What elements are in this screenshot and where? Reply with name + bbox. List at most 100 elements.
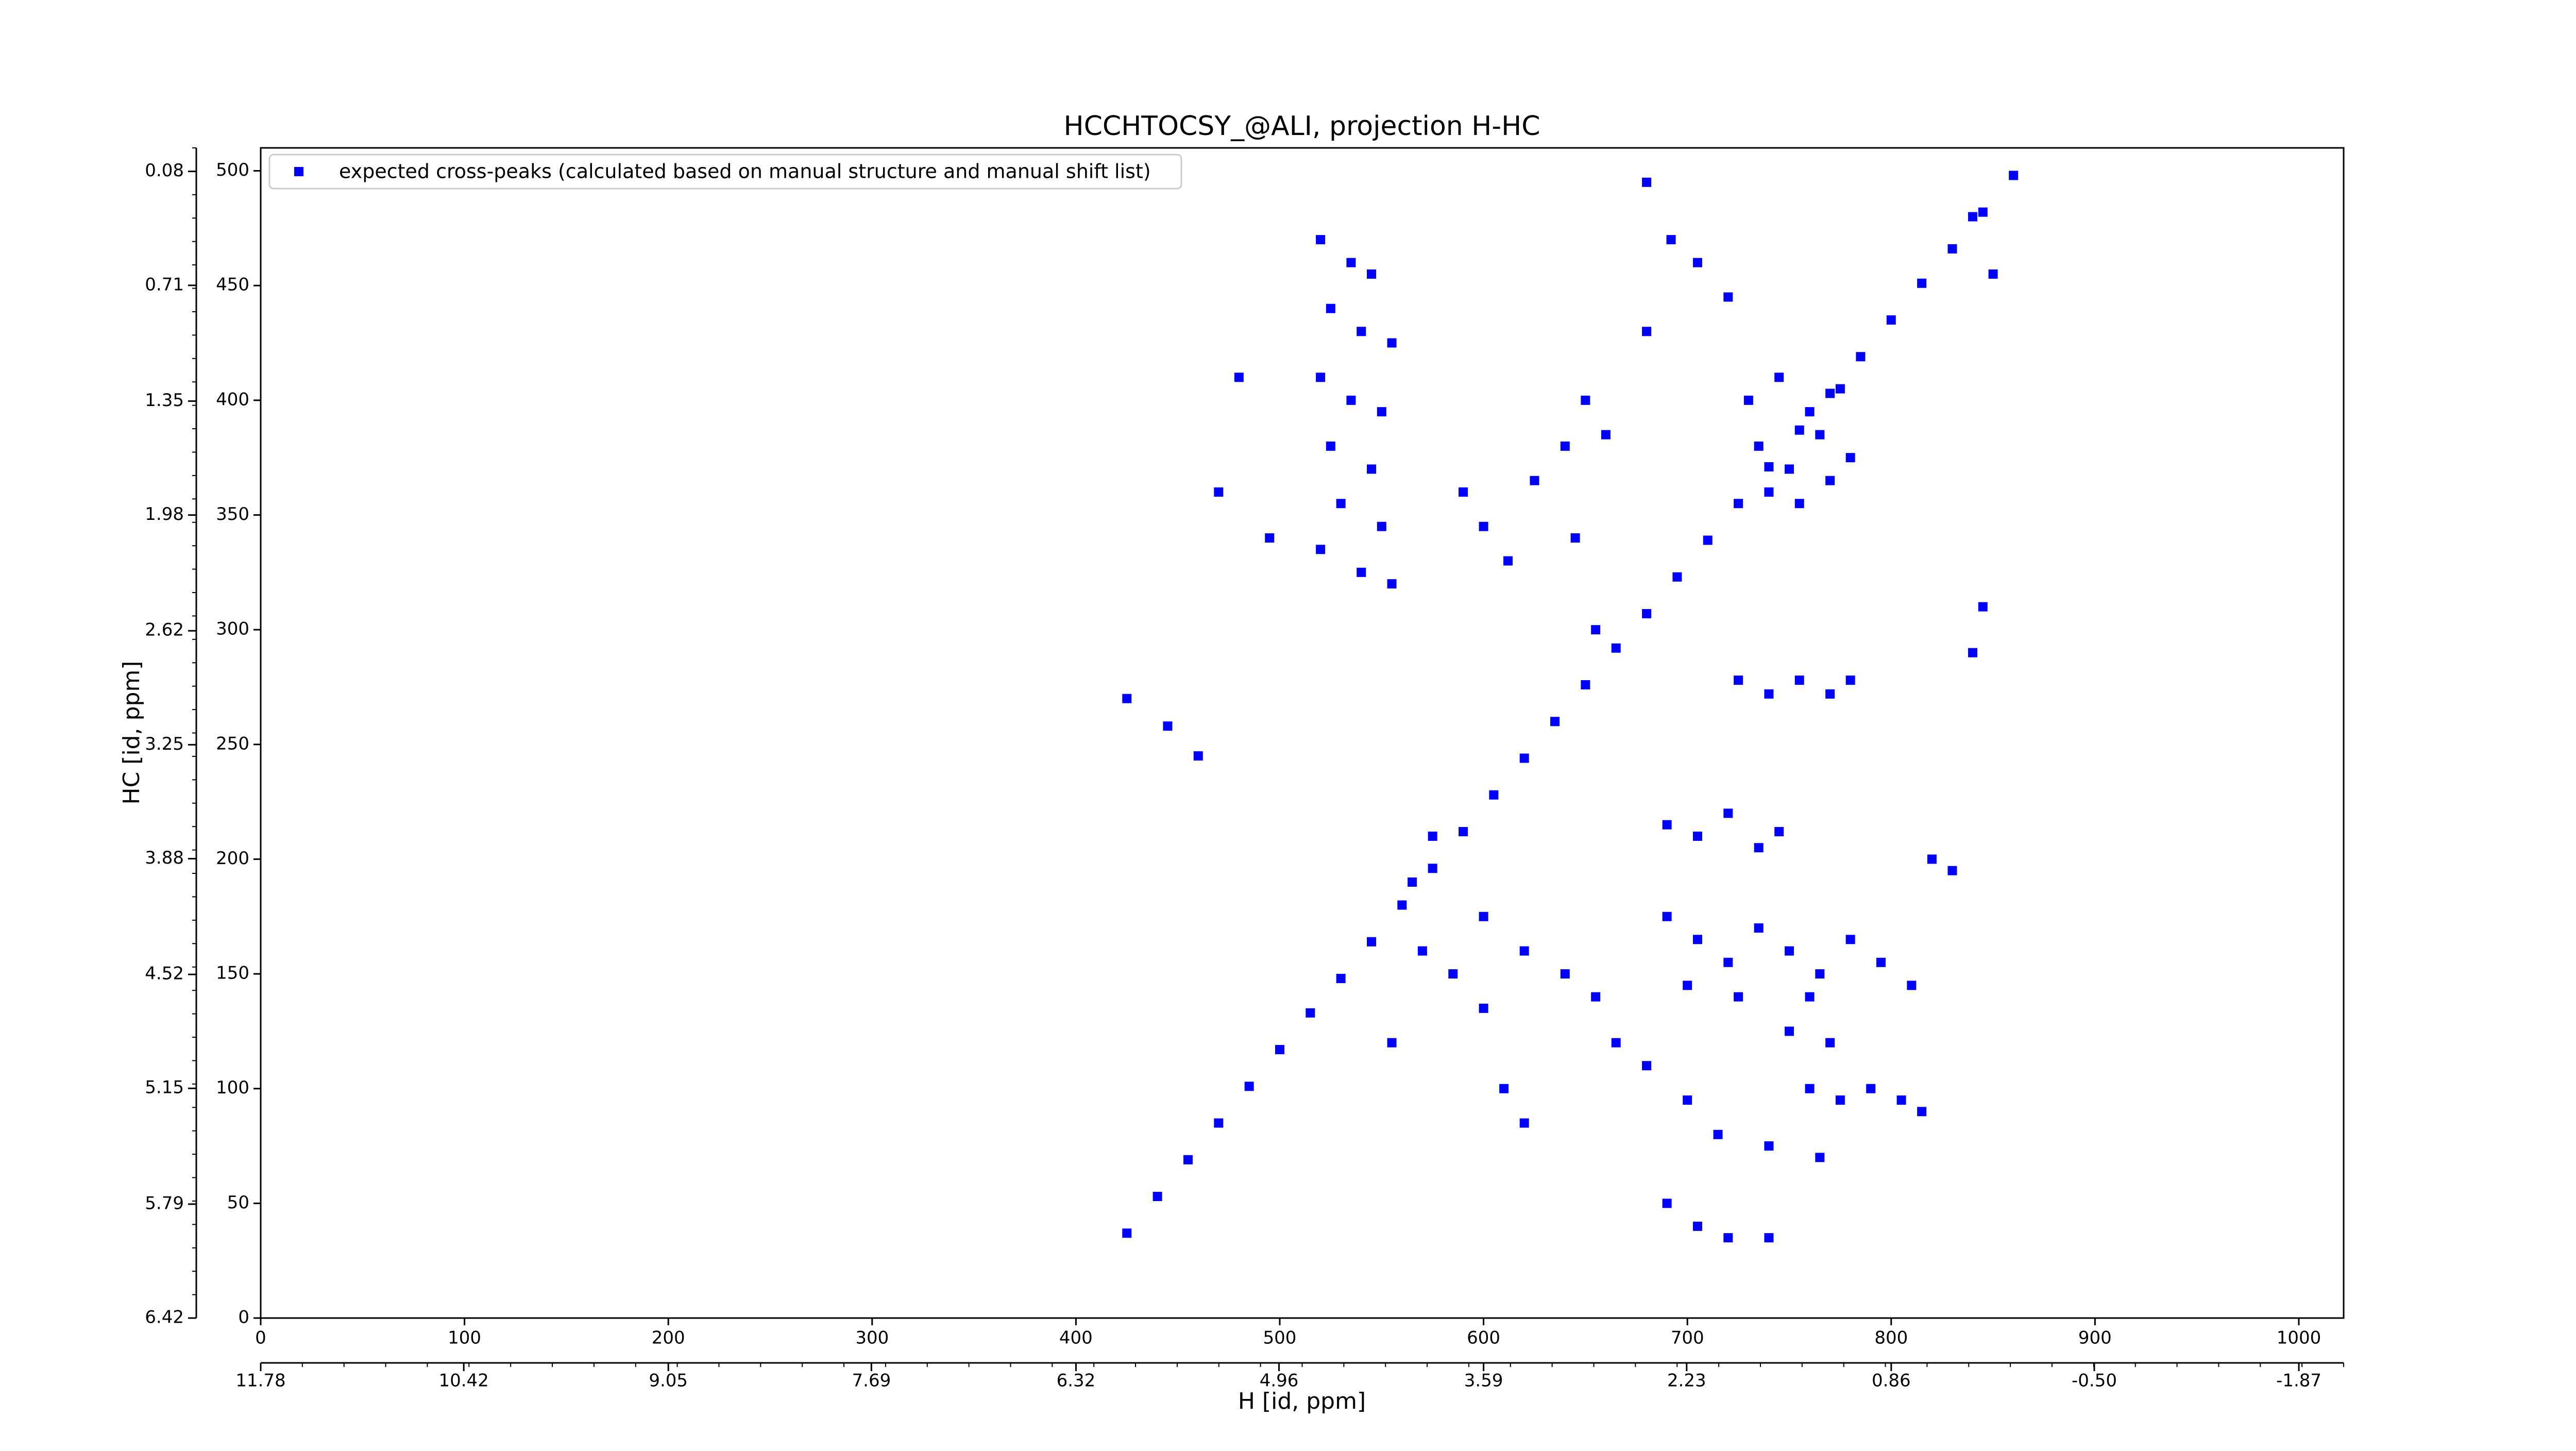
- cross-peak-marker: [1835, 1095, 1845, 1105]
- cross-peak-marker: [1519, 1118, 1529, 1128]
- cross-peak-marker: [1387, 338, 1397, 348]
- cross-peak-marker: [1692, 935, 1702, 944]
- cross-peak-marker: [1835, 384, 1845, 394]
- y2-tick-label: 1.98: [145, 504, 184, 525]
- cross-peak-marker: [1723, 292, 1733, 302]
- cross-peak-marker: [1927, 854, 1937, 864]
- y2-tick-label: 1.35: [145, 390, 184, 411]
- x-tick-label: 0: [255, 1328, 266, 1348]
- y-axis-label: HC [id, ppm]: [118, 661, 145, 805]
- cross-peak-marker: [1336, 499, 1346, 509]
- cross-peak-marker: [1692, 1221, 1702, 1231]
- chart-title: HCCHTOCSY_@ALI, projection H-HC: [1063, 111, 1540, 142]
- x2-tick-label: 10.42: [438, 1371, 488, 1391]
- cross-peak-marker: [1794, 425, 1804, 435]
- y-tick-label: 250: [216, 733, 249, 754]
- cross-peak-marker: [1947, 244, 1957, 254]
- cross-peak-marker: [1642, 327, 1652, 336]
- cross-peak-marker: [1316, 545, 1326, 554]
- cross-peak-marker: [1550, 717, 1560, 727]
- cross-peak-marker: [1357, 567, 1366, 577]
- cross-peak-marker: [1784, 464, 1794, 474]
- cross-peak-marker: [1754, 923, 1764, 933]
- cross-peak-marker: [1306, 1008, 1315, 1018]
- cross-peak-marker: [1581, 680, 1590, 689]
- cross-peak-marker: [1428, 864, 1437, 873]
- y-tick-label: 400: [216, 389, 249, 410]
- cross-peak-marker: [1417, 946, 1427, 956]
- y2-tick-label: 0.08: [145, 160, 184, 181]
- y2-tick-label: 5.15: [145, 1077, 184, 1098]
- cross-peak-marker: [1122, 694, 1132, 703]
- y2-tick-label: 0.71: [145, 274, 184, 295]
- cross-peak-marker: [1601, 430, 1611, 440]
- cross-peak-marker: [1214, 1118, 1224, 1128]
- x2-tick-label: 11.78: [235, 1371, 285, 1391]
- legend-label: expected cross-peaks (calculated based o…: [339, 160, 1151, 183]
- cross-peak-marker: [1845, 676, 1855, 685]
- cross-peak-marker: [1815, 969, 1825, 979]
- cross-peak-marker: [1367, 464, 1377, 474]
- cross-peak-marker: [1764, 462, 1774, 471]
- cross-peak-marker: [1723, 808, 1733, 818]
- cross-peak-marker: [1265, 533, 1275, 543]
- cross-peak-marker: [1448, 969, 1458, 979]
- cross-peak-marker: [1734, 676, 1743, 685]
- cross-peak-marker: [1764, 689, 1774, 699]
- cross-peak-marker: [1845, 453, 1855, 463]
- cross-peak-marker: [1692, 258, 1702, 267]
- cross-peak-marker: [1815, 430, 1825, 440]
- y-tick-label: 300: [216, 619, 249, 639]
- cross-peak-marker: [1978, 207, 1988, 217]
- cross-peak-marker: [1968, 212, 1978, 222]
- cross-peak-marker: [1367, 269, 1377, 279]
- cross-peak-marker: [1825, 689, 1835, 699]
- cross-peak-marker: [1183, 1155, 1193, 1165]
- cross-peak-marker: [1723, 1233, 1733, 1243]
- cross-peak-marker: [1794, 676, 1804, 685]
- cross-peak-marker: [1754, 441, 1764, 451]
- cross-peak-marker: [1316, 235, 1326, 245]
- x-tick-label: 100: [448, 1328, 481, 1348]
- cross-peak-marker: [1917, 1107, 1927, 1117]
- cross-peak-marker: [1805, 407, 1815, 417]
- x-tick-label: 1000: [2277, 1328, 2321, 1348]
- cross-peak-marker: [1734, 499, 1743, 509]
- cross-peak-marker: [1326, 303, 1335, 313]
- x2-tick-label: 9.05: [649, 1371, 688, 1391]
- x-axis-label: H [id, ppm]: [1238, 1388, 1366, 1414]
- plot-frame: [260, 147, 2345, 1319]
- cross-peak-marker: [1163, 721, 1173, 731]
- cross-peak-marker: [1234, 373, 1244, 382]
- cross-peak-marker: [1764, 1141, 1774, 1151]
- x2-tick-label: 2.23: [1667, 1371, 1706, 1391]
- legend-box: [268, 154, 1182, 190]
- cross-peak-marker: [1968, 648, 1978, 657]
- cross-peak-marker: [1316, 373, 1326, 382]
- cross-peak-marker: [1734, 992, 1743, 1002]
- cross-peak-marker: [1153, 1191, 1162, 1201]
- cross-peak-marker: [1387, 579, 1397, 589]
- cross-peak-marker: [1907, 981, 1917, 990]
- cross-peak-marker: [1845, 935, 1855, 944]
- cross-peak-marker: [1876, 957, 1886, 967]
- x-tick-label: 800: [1874, 1328, 1908, 1348]
- y-tick-label: 450: [216, 275, 249, 295]
- cross-peak-marker: [1459, 487, 1468, 497]
- cross-peak-marker: [1642, 1061, 1652, 1071]
- cross-peak-marker: [1866, 1084, 1876, 1093]
- cross-peak-marker: [1662, 912, 1672, 921]
- cross-peak-marker: [2009, 171, 2019, 180]
- cross-peak-marker: [1754, 843, 1764, 853]
- cross-peak-marker: [1503, 556, 1513, 566]
- cross-peak-marker: [1377, 521, 1386, 531]
- cross-peak-marker: [1519, 946, 1529, 956]
- cross-peak-marker: [1499, 1084, 1509, 1093]
- cross-peak-marker: [1683, 1095, 1692, 1105]
- cross-peak-marker: [1397, 900, 1407, 910]
- cross-peak-marker: [1662, 820, 1672, 830]
- cross-peak-marker: [1244, 1082, 1254, 1091]
- cross-peak-marker: [1896, 1095, 1906, 1105]
